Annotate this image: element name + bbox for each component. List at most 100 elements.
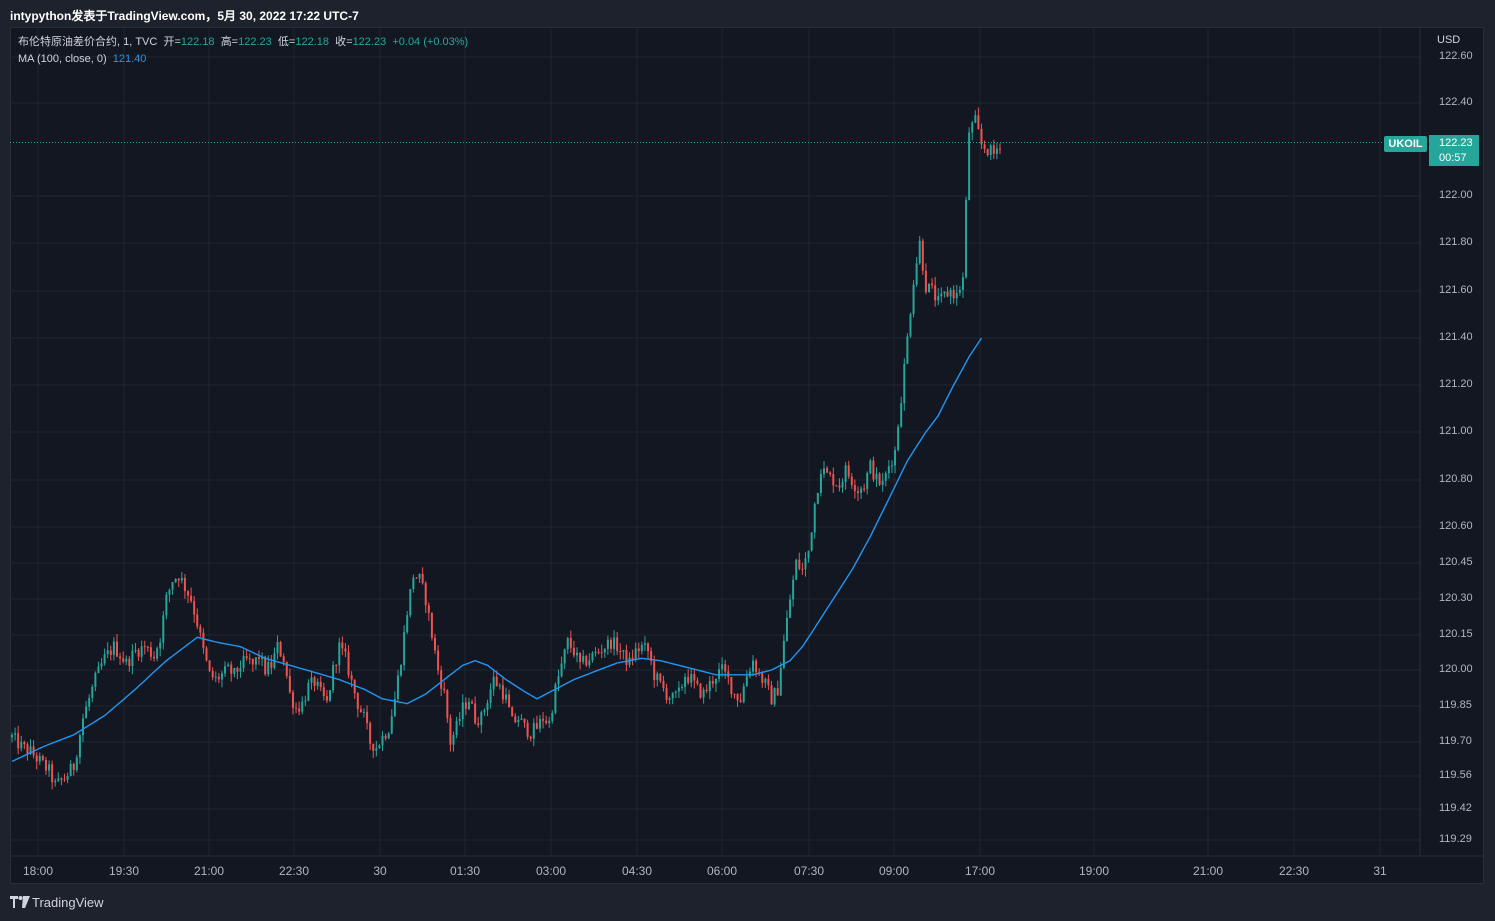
candle-body	[606, 639, 609, 650]
candle-body	[307, 682, 310, 701]
candle-body	[258, 657, 260, 659]
candle-body	[853, 485, 856, 492]
publisher-text: intypython发表于TradingView.com，5月 30, 2022…	[10, 9, 359, 23]
ma-label[interactable]: MA (100, close, 0)	[18, 53, 107, 65]
candle-body	[251, 659, 254, 665]
candle-body	[677, 687, 680, 692]
price-axis-label: 120.00	[1439, 663, 1473, 675]
candle-body	[693, 674, 696, 681]
candle-body	[894, 450, 897, 466]
candle-body	[708, 681, 711, 692]
candle-body	[199, 626, 202, 633]
candle-body	[847, 465, 850, 477]
candle-body	[785, 617, 788, 641]
candle-body	[359, 709, 362, 713]
candle-body	[955, 292, 958, 299]
candle-body	[983, 144, 986, 149]
candle-body	[826, 468, 829, 473]
tradingview-logo[interactable]: TradingView	[10, 895, 104, 911]
candle-body	[542, 718, 545, 721]
candle-body	[668, 698, 671, 700]
candle-body	[961, 277, 964, 290]
candle-body	[755, 660, 758, 673]
candle-body	[427, 605, 430, 613]
candle-body	[400, 665, 403, 676]
candle-body	[63, 779, 66, 781]
candle-body	[338, 642, 341, 666]
currency-label[interactable]: USD	[1437, 34, 1461, 46]
instrument-name[interactable]: 布伦特原油差价合约, 1, TVC	[18, 36, 158, 48]
candle-body	[798, 559, 801, 569]
price-axis-label: 121.80	[1439, 236, 1473, 248]
candle-body	[94, 673, 97, 687]
candle-body	[560, 663, 563, 677]
candle-body	[730, 676, 733, 694]
ohlc-legend-row[interactable]: 布伦特原油差价合约, 1, TVC 开=122.18 高=122.23 低=12…	[18, 34, 468, 51]
candle-body	[128, 658, 131, 666]
candle-body	[671, 692, 674, 699]
candle-body	[816, 492, 819, 504]
candle-body	[856, 491, 859, 493]
candle-body	[968, 132, 971, 200]
candle-body	[924, 270, 927, 293]
candle-body	[866, 472, 869, 489]
ma-legend-row[interactable]: MA (100, close, 0) 121.40	[18, 51, 468, 68]
candle-body	[461, 702, 464, 720]
candle-body	[770, 685, 773, 705]
candlestick-series	[11, 107, 1001, 790]
candle-body	[387, 733, 390, 739]
candle-body	[548, 720, 551, 724]
candle-body	[588, 660, 591, 666]
candle-body	[514, 716, 517, 723]
candle-body	[449, 718, 452, 745]
candle-body	[288, 676, 291, 693]
time-axis-label: 30	[373, 864, 387, 878]
candle-body	[430, 612, 433, 638]
candle-body	[829, 472, 832, 475]
price-chart[interactable]	[10, 27, 1484, 884]
price-axis-label: 119.70	[1439, 735, 1472, 747]
candle-body	[872, 460, 875, 480]
candle-body	[85, 706, 88, 719]
candle-body	[557, 676, 560, 685]
tradingview-logo-text: TradingView	[32, 895, 104, 910]
chart-legend: 布伦特原油差价合约, 1, TVC 开=122.18 高=122.23 低=12…	[18, 34, 468, 68]
candle-body	[835, 485, 838, 487]
candle-body	[356, 693, 359, 710]
candle-body	[97, 666, 100, 674]
candle-body	[782, 640, 785, 668]
candle-body	[205, 648, 208, 661]
chart-pane[interactable]	[10, 27, 1484, 884]
candle-body	[174, 578, 177, 583]
candle-body	[313, 677, 316, 686]
candle-body	[915, 263, 918, 285]
candle-body	[220, 673, 223, 680]
candle-body	[177, 578, 180, 581]
candle-body	[106, 650, 109, 655]
close-value: 122.23	[352, 36, 387, 48]
candle-body	[304, 700, 307, 702]
candle-body	[881, 480, 884, 485]
time-axis-label: 06:00	[706, 864, 738, 878]
candle-body	[946, 291, 949, 297]
candle-body	[890, 465, 893, 467]
candle-body	[841, 481, 844, 488]
candle-body	[44, 760, 47, 771]
candle-body	[406, 615, 409, 633]
candle-body	[366, 711, 369, 724]
candle-body	[381, 735, 384, 746]
candle-body	[687, 676, 690, 683]
candle-body	[616, 637, 619, 652]
candle-body	[54, 780, 57, 783]
candle-body	[193, 601, 196, 615]
open-value: 122.18	[180, 36, 215, 48]
time-axis-label: 31	[1373, 864, 1387, 878]
candle-body	[230, 664, 233, 674]
candle-body	[773, 688, 776, 705]
candle-body	[480, 712, 483, 726]
candle-body	[156, 648, 159, 659]
symbol-badge: UKOIL	[1384, 136, 1427, 152]
candle-body	[566, 637, 569, 650]
candle-body	[718, 669, 721, 679]
candle-body	[14, 733, 17, 735]
